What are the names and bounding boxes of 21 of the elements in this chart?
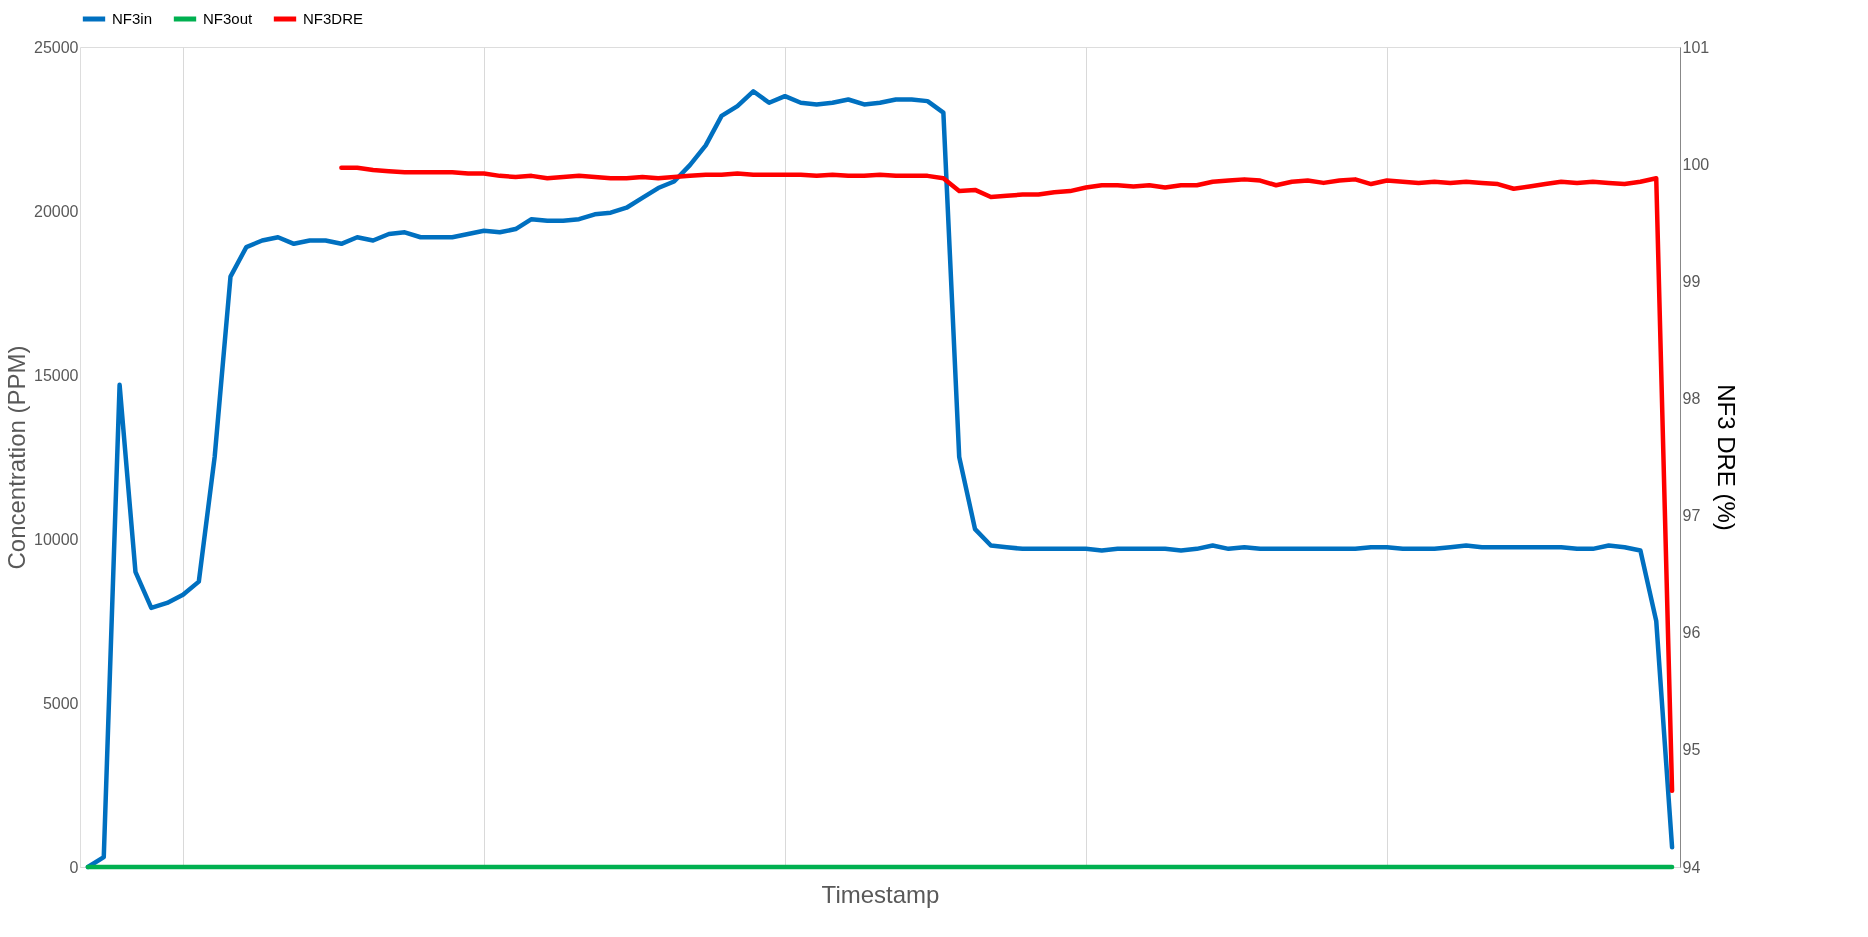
x-axis-title: Timestamp <box>821 880 940 908</box>
y-tick-label: 5000 <box>42 694 79 712</box>
legend-label: NF3in <box>112 10 153 27</box>
y-tick-label: 20000 <box>34 202 79 220</box>
legend-label: NF3DRE <box>303 10 364 27</box>
y-tick-label: 0 <box>69 858 79 876</box>
y2-tick-label: 99 <box>1682 272 1701 290</box>
y2-tick-label: 101 <box>1682 38 1710 56</box>
y-axis-title: Concentration (PPM) <box>3 345 31 570</box>
y-tick-label: 15000 <box>34 366 79 384</box>
y2-tick-label: 100 <box>1682 155 1710 173</box>
y2-tick-label: 95 <box>1682 741 1701 759</box>
legend-label: NF3out <box>203 10 254 27</box>
y2-tick-label: 98 <box>1682 389 1701 407</box>
y2-axis-title: NF3 DRE (%) <box>1713 384 1741 531</box>
y2-tick-label: 94 <box>1682 858 1701 876</box>
y-tick-label: 25000 <box>34 38 79 56</box>
line-series <box>339 165 1675 794</box>
y-tick-label: 10000 <box>34 530 79 548</box>
y2-tick-label: 97 <box>1682 507 1701 525</box>
y2-tick-label: 96 <box>1682 624 1701 642</box>
